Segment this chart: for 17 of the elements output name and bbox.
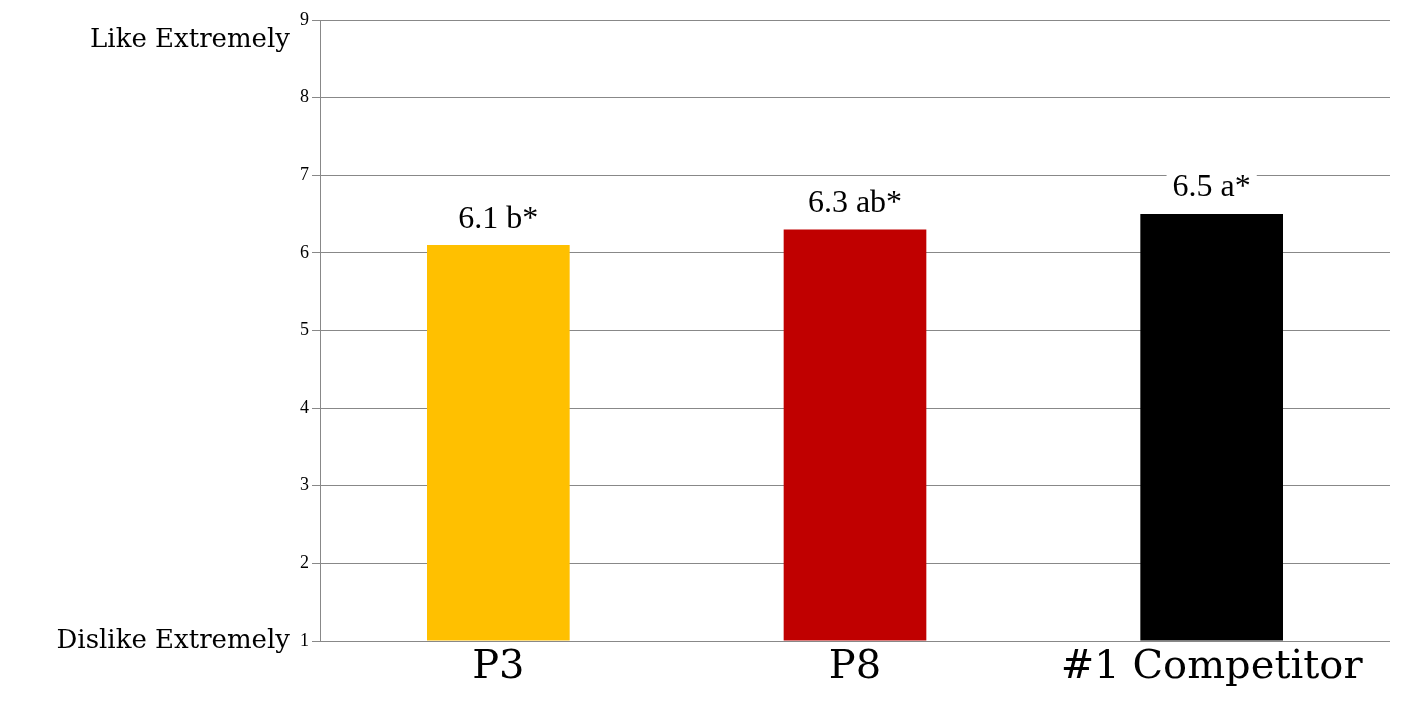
text: Dislike Extremely	[56, 623, 291, 654]
y-tick-label: 1	[300, 629, 309, 650]
y-tick-label: 6	[300, 241, 309, 262]
data-label: 6.1 b*	[458, 198, 539, 235]
text: Like Extremely	[90, 22, 291, 53]
data-label: 6.3 ab*	[807, 182, 903, 219]
y-tick-label: 3	[300, 474, 309, 495]
x-tick-label: P3	[472, 641, 525, 688]
y-tick-label: 8	[300, 86, 309, 107]
x-tick-label: P8	[828, 641, 882, 688]
x-tick-label: #1 Competitor	[1060, 641, 1364, 688]
y-tick-label: 5	[300, 319, 309, 340]
y-tick-label: 4	[300, 396, 309, 417]
y-tick-label: 9	[300, 8, 309, 29]
y-tick-label: 2	[300, 552, 309, 573]
y-tick-label: 7	[300, 163, 309, 184]
data-label: 6.5 a*	[1172, 167, 1251, 204]
